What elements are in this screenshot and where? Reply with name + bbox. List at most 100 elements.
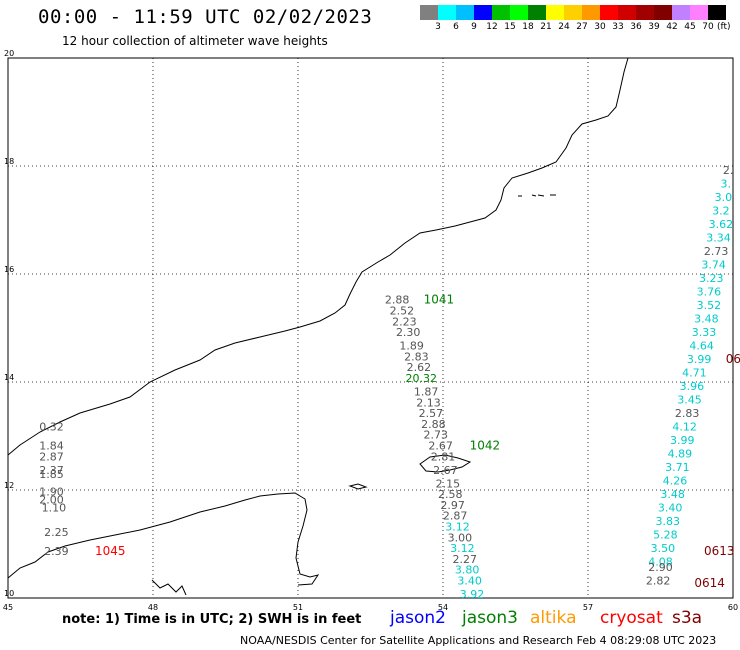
wave-height-value: 2.39 bbox=[44, 545, 69, 558]
wave-height-value: 1.84 bbox=[39, 440, 64, 453]
wave-height-value: 2.83 bbox=[404, 350, 429, 363]
wave-height-value: 3.83 bbox=[656, 515, 681, 528]
color-scale-tick: 18 bbox=[522, 22, 534, 32]
map-border bbox=[7, 57, 734, 599]
legend-item-jason3: jason3 bbox=[462, 608, 518, 628]
color-scale-tick: 6 bbox=[453, 22, 459, 32]
map-note: note: 1) Time is in UTC; 2) SWH is in fe… bbox=[62, 612, 362, 627]
wave-height-value: 4.12 bbox=[672, 421, 697, 434]
lat-tick-label: 16 bbox=[4, 265, 14, 274]
lon-tick-label: 57 bbox=[583, 603, 593, 612]
color-swatch bbox=[474, 5, 492, 20]
color-swatch bbox=[546, 5, 564, 20]
arabian-coast bbox=[7, 57, 629, 456]
wave-height-value: 4.64 bbox=[689, 340, 714, 353]
map-subtitle: 12 hour collection of altimeter wave hei… bbox=[62, 34, 328, 48]
wave-height-value: 2. bbox=[723, 164, 734, 177]
color-scale-tick: 21 bbox=[540, 22, 552, 32]
wave-height-value: 2.90 bbox=[648, 561, 673, 574]
color-scale-unit: (ft) bbox=[717, 22, 731, 32]
wave-height-value: 3.40 bbox=[457, 575, 482, 588]
wave-height-value: 3.45 bbox=[677, 394, 702, 407]
color-scale-tick: 27 bbox=[576, 22, 588, 32]
wave-height-value: 1.89 bbox=[399, 340, 424, 353]
wave-height-value: 3.80 bbox=[455, 564, 480, 577]
wave-height-value: 4.08 bbox=[648, 556, 673, 569]
lat-tick-label: 10 bbox=[4, 589, 14, 598]
wave-height-value: 2.25 bbox=[44, 526, 69, 539]
track-id-label: 1042 bbox=[470, 439, 501, 453]
color-swatch bbox=[636, 5, 654, 20]
color-swatch bbox=[492, 5, 510, 20]
legend-item-altika: altika bbox=[530, 608, 577, 628]
color-swatch bbox=[582, 5, 600, 20]
wave-height-value: 2.52 bbox=[390, 305, 415, 318]
wave-height-value: 2.83 bbox=[675, 407, 700, 420]
color-scale-bar bbox=[420, 5, 726, 20]
color-scale-tick: 9 bbox=[471, 22, 477, 32]
map-grid: 45 48 51 54 57 60 10 12 14 16 18 20 bbox=[3, 49, 738, 612]
lat-tick-label: 20 bbox=[4, 49, 14, 58]
lon-tick-label: 51 bbox=[293, 603, 303, 612]
lon-tick-label: 54 bbox=[438, 603, 448, 612]
wave-height-value: 3.40 bbox=[658, 502, 683, 515]
color-scale-tick: 24 bbox=[558, 22, 570, 32]
wave-height-value: 2.73 bbox=[424, 429, 449, 442]
color-swatch bbox=[708, 5, 726, 20]
color-swatch bbox=[456, 5, 474, 20]
wave-height-value: 3.92 bbox=[460, 588, 485, 601]
wave-height-value: 5.28 bbox=[653, 529, 678, 542]
wave-height-value: 3.99 bbox=[670, 434, 695, 447]
wave-height-value: 3.48 bbox=[694, 313, 719, 326]
wave-height-value: 3. bbox=[721, 178, 732, 191]
color-swatch bbox=[690, 5, 708, 20]
color-scale-tick: 70 bbox=[702, 22, 714, 32]
color-swatch bbox=[600, 5, 618, 20]
color-scale-tick: 36 bbox=[630, 22, 642, 32]
wave-height-value: 3.12 bbox=[450, 542, 475, 555]
wave-height-value: 2.23 bbox=[392, 315, 417, 328]
wave-height-value: 2.88 bbox=[385, 294, 410, 307]
wave-height-value: 2.81 bbox=[431, 450, 456, 463]
track-id-label: 1045 bbox=[95, 544, 126, 558]
color-scale-tick: 15 bbox=[504, 22, 516, 32]
somali-coast bbox=[7, 492, 320, 586]
wave-height-value: 2.58 bbox=[438, 488, 463, 501]
wave-height-value: 3.48 bbox=[660, 488, 685, 501]
color-swatch bbox=[510, 5, 528, 20]
legend-item-jason2: jason2 bbox=[390, 608, 446, 628]
lat-tick-label: 18 bbox=[4, 157, 14, 166]
color-swatch bbox=[528, 5, 546, 20]
wave-height-value: 3.74 bbox=[701, 259, 726, 272]
color-swatch bbox=[654, 5, 672, 20]
wave-height-value: 3.52 bbox=[697, 299, 722, 312]
wave-height-value: 3.23 bbox=[699, 272, 724, 285]
wave-height-value: 20.32 bbox=[406, 372, 438, 385]
wave-height-value: 0.32 bbox=[39, 421, 64, 434]
color-scale-labels: 3 6 9 12 15 18 21 24 27 30 33 36 39 42 45 70 bbox=[420, 22, 726, 34]
color-scale-tick: 12 bbox=[486, 22, 498, 32]
wave-height-value: 3.62 bbox=[709, 218, 734, 231]
wave-height-value: 2.87 bbox=[443, 510, 468, 523]
coastline bbox=[7, 57, 629, 596]
color-scale-tick: 3 bbox=[435, 22, 441, 32]
color-swatch bbox=[564, 5, 582, 20]
wave-height-value: 3.00 bbox=[448, 531, 473, 544]
wave-height-value: 1.85 bbox=[39, 468, 64, 481]
color-swatch bbox=[420, 5, 438, 20]
lon-tick-label: 45 bbox=[3, 603, 13, 612]
lat-tick-label: 12 bbox=[4, 481, 14, 490]
wave-height-value: 3.33 bbox=[692, 326, 717, 339]
color-scale-tick: 33 bbox=[612, 22, 624, 32]
altimeter-tracks: 2.882.522.232.301.892.832.6220.321.872.1… bbox=[39, 164, 740, 601]
abd-al-kuri-island bbox=[348, 483, 368, 490]
wave-height-value: 3.71 bbox=[665, 461, 690, 474]
color-scale-tick: 45 bbox=[684, 22, 696, 32]
color-swatch bbox=[618, 5, 636, 20]
wave-height-value: 2.67 bbox=[433, 464, 458, 477]
lon-tick-label: 48 bbox=[148, 603, 158, 612]
wave-height-value: 1.90 bbox=[39, 485, 64, 498]
wave-height-value: 3.34 bbox=[706, 232, 731, 245]
wave-height-value: 3.76 bbox=[697, 286, 722, 299]
